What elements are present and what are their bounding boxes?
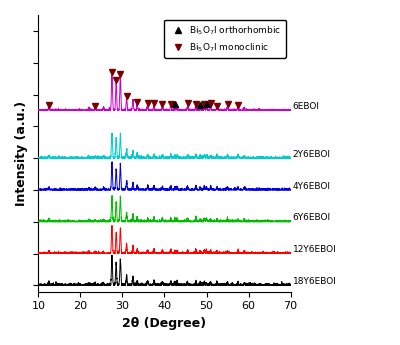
- Text: 6EBOI: 6EBOI: [293, 102, 320, 111]
- Y-axis label: Intensity (a.u.): Intensity (a.u.): [15, 101, 28, 206]
- Legend: Bi$_5$O$_7$I orthorhombic, Bi$_5$O$_7$I monoclinic: Bi$_5$O$_7$I orthorhombic, Bi$_5$O$_7$I …: [164, 20, 286, 58]
- Text: 18Y6EBOI: 18Y6EBOI: [293, 277, 336, 286]
- Text: 6Y6EBOI: 6Y6EBOI: [293, 214, 331, 223]
- Text: 2Y6EBOI: 2Y6EBOI: [293, 150, 331, 159]
- X-axis label: 2θ (Degree): 2θ (Degree): [122, 317, 206, 330]
- Text: 12Y6EBOI: 12Y6EBOI: [293, 245, 336, 254]
- Text: 4Y6EBOI: 4Y6EBOI: [293, 181, 331, 191]
